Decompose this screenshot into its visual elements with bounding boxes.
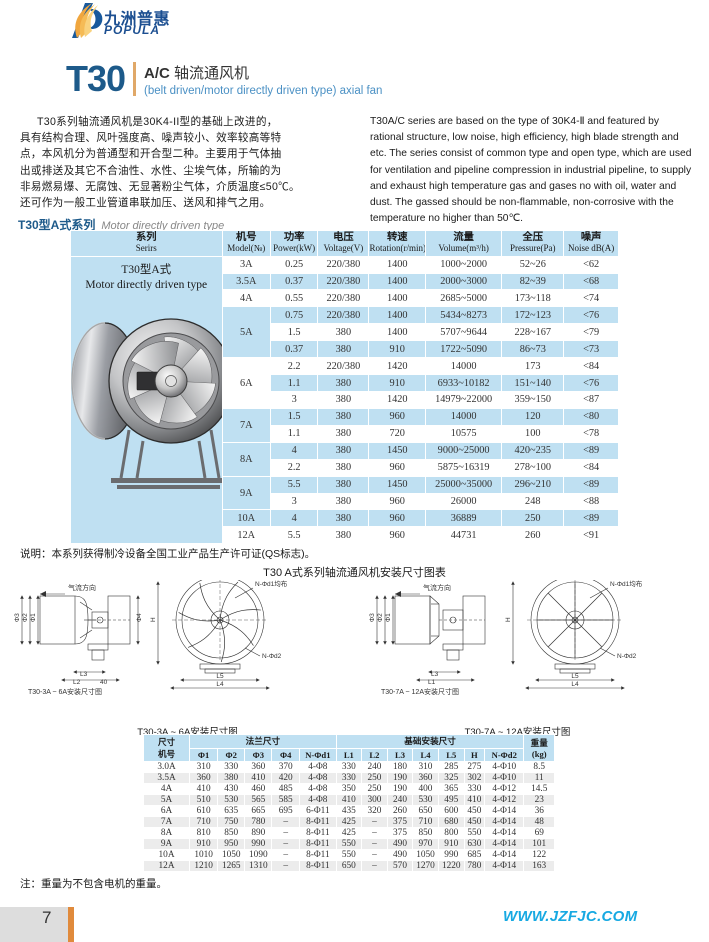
svg-text:Φ3: Φ3 <box>14 613 21 622</box>
svg-text:L4: L4 <box>571 681 579 688</box>
svg-text:气流方向: 气流方向 <box>68 583 96 592</box>
svg-text:H: H <box>505 617 512 622</box>
svg-text:L4: L4 <box>216 681 224 688</box>
svg-text:Φ1: Φ1 <box>30 613 37 622</box>
svg-text:N-Φd1均布: N-Φd1均布 <box>610 580 643 588</box>
svg-text:L5: L5 <box>216 673 224 680</box>
svg-text:L5: L5 <box>571 673 579 680</box>
svg-text:T30-3A ~ 6A安装尺寸图: T30-3A ~ 6A安装尺寸图 <box>28 687 102 696</box>
svg-text:N-Φd1均布: N-Φd1均布 <box>255 580 288 588</box>
svg-text:N-Φd2: N-Φd2 <box>262 653 282 660</box>
svg-text:Φ2: Φ2 <box>22 613 29 622</box>
svg-text:Φ3: Φ3 <box>369 613 376 622</box>
svg-text:T30-7A ~ 12A安装尺寸图: T30-7A ~ 12A安装尺寸图 <box>381 687 459 696</box>
svg-text:Φ4: Φ4 <box>136 613 143 622</box>
svg-text:气流方向: 气流方向 <box>423 583 451 592</box>
svg-text:H: H <box>150 617 157 622</box>
svg-text:Φ1: Φ1 <box>385 613 392 622</box>
svg-text:N-Φd2: N-Φd2 <box>617 653 637 660</box>
svg-text:Φ2: Φ2 <box>377 613 384 622</box>
